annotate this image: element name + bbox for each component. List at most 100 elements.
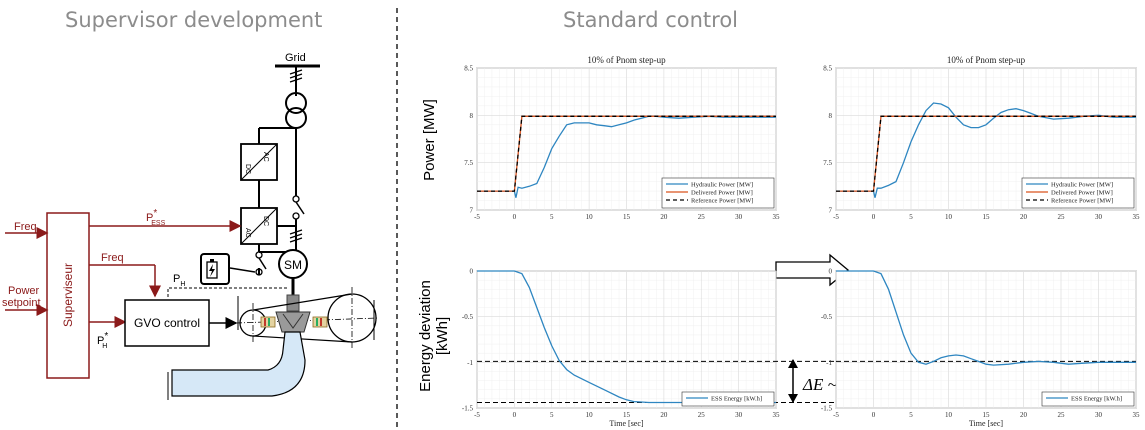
x-tick-label: 30 [1095,213,1103,221]
chart-title: 10% of Pnom step-up [947,55,1026,65]
y-tick-label: 8.5 [823,65,832,73]
legend-label: ESS Energy [kW.h] [711,396,762,403]
x-tick-label: 10 [586,411,594,419]
x-axis-label: Time [sec] [969,419,1003,428]
power-setpoint-label-2: setpoint [2,297,41,309]
battery-icon [200,253,230,285]
p-ess-subscript: ESS [151,220,165,227]
legend-box [1041,391,1135,407]
y-tick-label: 8 [829,112,833,120]
x-tick-label: -5 [474,213,480,221]
x-tick-label: 20 [660,213,668,221]
svg-text:PH: PH [173,273,185,288]
y-tick-label: 0 [829,268,833,276]
series-line [836,115,1136,192]
y-tick-label: 7.5 [464,159,473,167]
y-tick-label: 8 [470,112,474,120]
x-tick-label: 0 [513,213,517,221]
legend-label: Delivered Power [MW] [691,190,753,197]
supervisor-block [46,212,90,379]
x-tick-label: 30 [1095,411,1103,419]
series-line [477,115,776,192]
p-ess-symbol: P [146,212,153,224]
legend-label: Reference Power [MW] [691,198,753,205]
ac-dc-converter-1: AC DC [240,143,278,181]
chart-energy-standard: -5 0 5 10 15 20 25 30 35 -1.5 -1 -0.5 0 Time [sec] ESS… [462,268,1136,428]
converter-2-dc-label: DC [262,216,269,226]
x-tick-label: -5 [474,411,480,419]
x-tick-label: 5 [909,213,913,221]
y-tick-label: 8.5 [464,65,473,73]
x-tick-label: -5 [833,411,839,419]
x-tick-label: 25 [698,213,706,221]
y-tick-label: -0.5 [821,313,833,321]
supervisor-development-heading: Supervisor development [65,8,323,32]
x-tick-label: 0 [513,411,517,419]
x-tick-label: 10 [586,213,594,221]
x-tick-label: 35 [773,411,781,419]
x-tick-label: 20 [660,411,668,419]
legend-label: Hydraulic Power [MW] [691,182,753,189]
x-tick-label: 30 [735,213,743,221]
x-tick-label: 15 [623,411,631,419]
p-h-star-symbol: P [97,335,104,347]
x-tick-label: 20 [1020,411,1028,419]
x-tick-label: 5 [550,411,554,419]
y-tick-label: -1.5 [462,405,474,413]
gvo-control-label: GVO control [134,316,200,330]
hydro-system-diagram: Grid AC DC DC AC [2,52,379,400]
p-h-subscript: H [180,281,185,288]
series-line [477,115,776,198]
legend-box [661,177,775,209]
chart-power-standard: -5 0 5 10 15 20 25 30 35 7 7.5 8 8.5 10% of Pnom step… [464,55,780,221]
y-tick-label: -1 [467,359,473,367]
transformer-icon [285,92,307,129]
sm-label: SM [284,258,302,272]
legend-box [681,391,775,407]
x-tick-label: 35 [773,213,781,221]
x-tick-label: 25 [1058,411,1066,419]
y-tick-label: -1 [826,359,832,367]
legend-label: Hydraulic Power [MW] [1051,182,1113,189]
legend-label: Delivered Power [MW] [1051,190,1113,197]
x-tick-label: 15 [983,411,991,419]
p-ess-star: * [153,208,157,219]
chart-energy-supervisor: -5 0 5 10 15 20 25 30 35 -1.5 -1 -0.5 0 Time [sec] ESS… [821,268,1140,429]
guide-vanes [260,311,328,333]
x-tick-label: 35 [1133,411,1141,419]
legend-label: ESS Energy [kW.h] [1071,396,1122,403]
x-tick-label: 25 [1058,213,1066,221]
standard-control-heading: Standard control [563,8,739,32]
p-h-star-subscript: H [102,343,107,350]
series-line [836,270,1136,366]
x-tick-label: 35 [1133,213,1141,221]
x-tick-label: 15 [983,213,991,221]
svg-text:P*ESS: P* ESS [146,208,166,227]
chart-power-supervisor: -5 0 5 10 15 20 25 30 35 7 7.5 8 8.5 10% of Pnom step… [823,55,1140,221]
energy-y-label-line2: [kWh] [434,317,451,355]
x-tick-label: 25 [698,411,706,419]
converter-2-ac-label: AC [244,228,251,238]
series-line [477,270,776,404]
x-tick-label: 10 [945,213,953,221]
freq-inner-label: Freq [101,252,124,264]
x-tick-label: 30 [735,411,743,419]
converter-1-ac-label: AC [262,152,269,162]
series-line [836,102,1136,198]
p-h-star-star: * [104,331,108,342]
power-y-label: Power [MW] [421,99,438,181]
x-tick-label: 0 [872,411,876,419]
x-tick-label: 20 [1020,213,1028,221]
supervisor-label: Superviseur [61,263,75,327]
x-tick-label: 5 [550,213,554,221]
converter-1-dc-label: DC [244,164,251,174]
x-tick-label: 10 [945,411,953,419]
y-tick-label: 7 [470,207,474,215]
p-h-symbol: P [173,273,180,285]
y-tick-label: 7.5 [823,159,832,167]
x-tick-label: 5 [909,411,913,419]
legend-label: Reference Power [MW] [1051,198,1113,205]
legend-box [1021,177,1135,209]
freq-input-label: Freq [14,221,37,233]
